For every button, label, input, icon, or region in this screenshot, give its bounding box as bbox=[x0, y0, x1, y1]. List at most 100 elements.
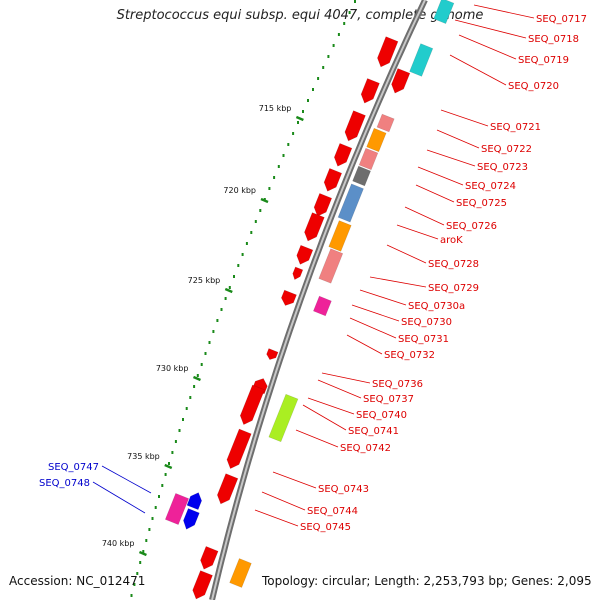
minor-tick bbox=[133, 583, 136, 586]
minor-tick bbox=[158, 495, 160, 498]
gene-feature bbox=[318, 248, 344, 284]
minor-tick bbox=[208, 341, 211, 344]
scale-ticks: 715 kbp 720 kbp 725 kbp 730 kbp 735 kbp 740 k… bbox=[102, 0, 356, 597]
minor-tick bbox=[168, 462, 170, 465]
label-leader bbox=[440, 109, 489, 127]
gene-label: SEQ_0721 bbox=[490, 122, 541, 133]
minor-tick bbox=[254, 220, 257, 223]
gene-label: SEQ_0737 bbox=[363, 394, 414, 405]
gene-feature bbox=[226, 428, 252, 469]
gene-feature bbox=[266, 348, 279, 360]
label-leader bbox=[417, 166, 464, 186]
label-leader bbox=[404, 206, 445, 226]
label-leader bbox=[261, 491, 306, 511]
gene-feature bbox=[200, 545, 219, 570]
label-leader bbox=[396, 224, 439, 240]
gene-label: SEQ_0724 bbox=[465, 181, 516, 192]
gene-feature bbox=[409, 43, 434, 77]
minor-tick bbox=[233, 275, 235, 278]
minor-tick bbox=[204, 352, 207, 355]
minor-tick bbox=[237, 264, 240, 267]
minor-tick bbox=[145, 539, 148, 542]
minor-tick bbox=[282, 154, 285, 157]
minor-tick bbox=[287, 143, 290, 146]
gene-feature bbox=[186, 492, 202, 511]
label-leader bbox=[317, 379, 362, 399]
gene-label: SEQ_0729 bbox=[428, 283, 479, 294]
gene-feature bbox=[323, 167, 343, 192]
backbone-highlight bbox=[211, 0, 426, 600]
minor-tick bbox=[273, 176, 276, 179]
minor-tick bbox=[189, 396, 192, 399]
label-leader bbox=[359, 289, 407, 306]
gene-feature bbox=[358, 147, 379, 171]
gene-feature bbox=[281, 289, 297, 306]
label-leader bbox=[349, 317, 397, 339]
minor-tick bbox=[130, 594, 133, 597]
gene-feature bbox=[313, 295, 332, 317]
minor-tick bbox=[154, 506, 157, 509]
gene-feature bbox=[164, 493, 190, 525]
kbp-label: 730 kbp bbox=[156, 364, 189, 373]
label-leader bbox=[351, 304, 400, 322]
label-leader bbox=[321, 372, 371, 384]
gene-feature bbox=[304, 212, 325, 242]
gene-feature bbox=[239, 384, 265, 425]
gene-feature bbox=[216, 473, 239, 505]
minor-tick bbox=[241, 253, 244, 256]
minor-tick bbox=[216, 319, 219, 322]
minor-tick bbox=[174, 440, 177, 443]
label-leader bbox=[449, 54, 507, 86]
gene-feature bbox=[352, 165, 371, 187]
label-leader bbox=[458, 34, 517, 60]
minor-tick bbox=[348, 11, 351, 14]
label-leader bbox=[426, 149, 476, 167]
gene-label: SEQ_0748 bbox=[39, 478, 90, 489]
gene-label: SEQ_0736 bbox=[372, 379, 423, 390]
major-tick bbox=[295, 115, 304, 122]
minor-tick bbox=[178, 429, 181, 432]
gene-feature bbox=[391, 68, 411, 94]
gene-feature bbox=[192, 570, 213, 600]
minor-tick bbox=[148, 528, 151, 531]
minor-tick bbox=[277, 165, 280, 168]
minor-tick bbox=[297, 121, 299, 124]
genome-title: Streptococcus equi subsp. equi 4047, com… bbox=[116, 8, 484, 23]
kbp-label: 725 kbp bbox=[188, 276, 221, 285]
label-leader bbox=[254, 509, 299, 527]
major-tick bbox=[192, 375, 201, 382]
gene-label: SEQ_0726 bbox=[446, 221, 497, 232]
gene-feature bbox=[337, 183, 364, 223]
minor-tick bbox=[171, 451, 174, 454]
gene-feature bbox=[376, 113, 395, 133]
label-leader bbox=[454, 19, 527, 39]
label-leader bbox=[369, 276, 427, 288]
gene-label: SEQ_0730 bbox=[401, 317, 452, 328]
minor-tick bbox=[250, 231, 253, 234]
minor-tick bbox=[139, 561, 142, 564]
gene-feature bbox=[366, 127, 387, 153]
minor-tick bbox=[220, 308, 223, 311]
label-texts: SEQ_0717 SEQ_0718 SEQ_0719 SEQ_0720 SEQ_0721… bbox=[39, 14, 587, 533]
gene-feature bbox=[229, 558, 252, 588]
gene-label: SEQ_0722 bbox=[481, 144, 532, 155]
gene-label: SEQ_0730a bbox=[408, 301, 465, 312]
minor-tick bbox=[182, 418, 184, 421]
minor-tick bbox=[200, 363, 203, 366]
gene-feature bbox=[292, 266, 304, 281]
gene-label: SEQ_0723 bbox=[477, 162, 528, 173]
gene-feature bbox=[296, 244, 314, 265]
kbp-label: 715 kbp bbox=[259, 104, 292, 113]
genome-backbone bbox=[209, 0, 428, 600]
minor-tick bbox=[302, 110, 304, 113]
label-leader bbox=[436, 129, 480, 149]
label-leader bbox=[92, 481, 146, 514]
gene-label: SEQ_0742 bbox=[340, 443, 391, 454]
label-leader bbox=[272, 471, 317, 489]
gene-label: SEQ_0720 bbox=[508, 81, 559, 92]
minor-tick bbox=[142, 550, 145, 553]
minor-tick bbox=[185, 407, 188, 410]
minor-tick bbox=[317, 77, 320, 80]
label-leader bbox=[307, 397, 355, 415]
label-leader bbox=[386, 244, 427, 264]
